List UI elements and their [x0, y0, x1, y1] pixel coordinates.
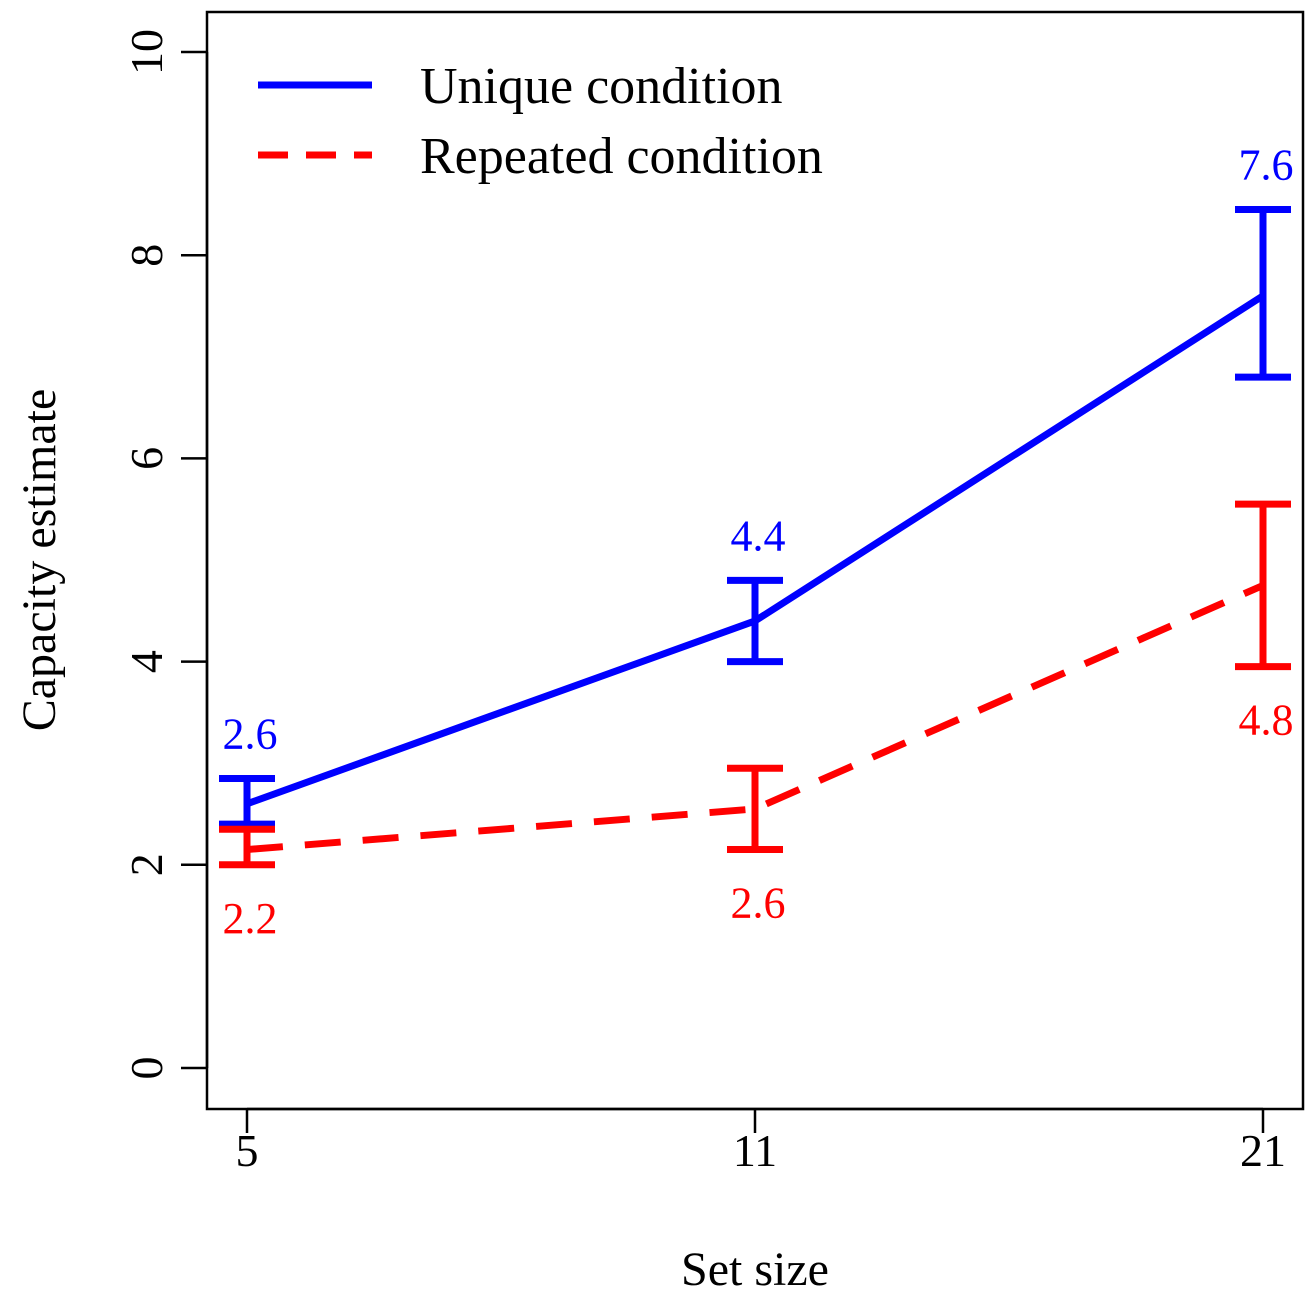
x-axis: 5 11 21: [236, 1107, 1286, 1176]
y-tick-label: 6: [121, 447, 172, 470]
data-point-0-1: [754, 619, 756, 622]
y-axis: 0 2 4 6 8 10: [121, 29, 209, 1080]
data-label-layer: 2.6 4.4 7.6 2.2 2.6 4.8: [223, 140, 1294, 942]
data-label-1-2: 4.8: [1239, 696, 1294, 745]
data-label-1-0: 2.2: [223, 894, 278, 943]
y-tick-label: 4: [121, 650, 172, 673]
data-point-0-2: [1262, 294, 1264, 297]
legend-label-unique: Unique condition: [420, 58, 783, 115]
x-tick-label: 11: [733, 1125, 777, 1176]
series-line-1: [246, 582, 1265, 854]
y-tick-label: 10: [121, 29, 172, 75]
y-tick-label: 2: [121, 853, 172, 876]
data-point-1-1: [754, 807, 756, 810]
data-point-0-0: [246, 802, 248, 805]
y-tick-label: 8: [121, 244, 172, 267]
x-tick-label: 5: [236, 1125, 259, 1176]
series-layer: [219, 205, 1291, 869]
legend: Unique condition Repeated condition: [258, 58, 823, 185]
data-label-0-0: 2.6: [223, 709, 278, 758]
x-tick-label: 21: [1240, 1125, 1286, 1176]
data-point-1-2: [1262, 584, 1264, 587]
legend-label-repeated: Repeated condition: [420, 128, 823, 185]
data-label-0-2: 7.6: [1239, 140, 1294, 189]
data-point-1-0: [246, 848, 248, 851]
y-tick-label: 0: [121, 1057, 172, 1080]
data-label-1-1: 2.6: [731, 879, 786, 928]
x-axis-title: Set size: [681, 1243, 829, 1295]
y-axis-title: Capacity estimate: [13, 389, 66, 732]
data-label-0-1: 4.4: [731, 511, 786, 560]
